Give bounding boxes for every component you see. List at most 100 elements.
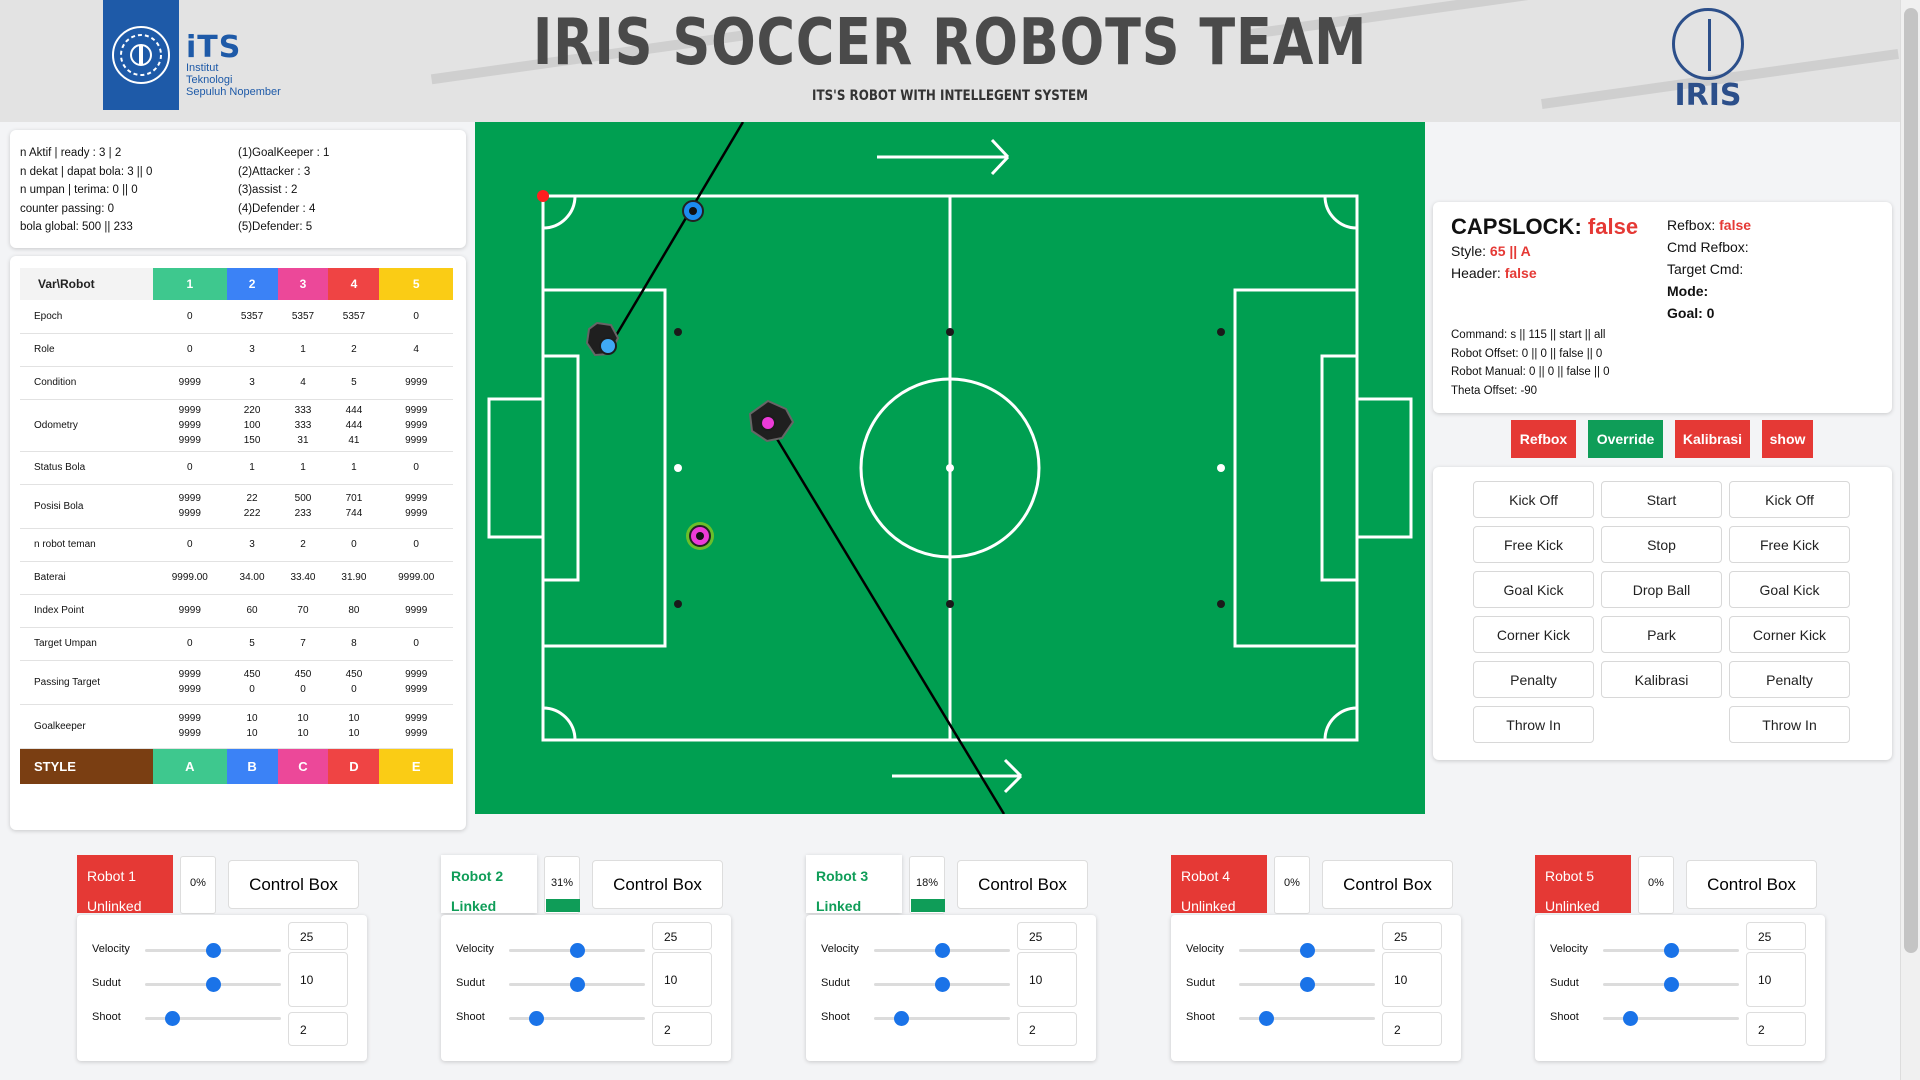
velocity-slider[interactable]: [145, 943, 281, 958]
shoot-slider[interactable]: [1603, 1011, 1739, 1026]
control-box-button[interactable]: Control Box: [1322, 860, 1453, 909]
velocity-slider-handle[interactable]: [1664, 943, 1679, 958]
middle-kalibrasi-button[interactable]: Kalibrasi: [1601, 661, 1722, 698]
its-logo-sub: Sepuluh Nopember: [186, 86, 281, 98]
corner-arc: [542, 195, 577, 230]
shoot-slider[interactable]: [145, 1011, 281, 1026]
control-box-button[interactable]: Control Box: [228, 860, 359, 909]
velocity-input[interactable]: 25: [652, 922, 712, 950]
table-row: Epoch 0 5357 5357 5357 0: [20, 300, 453, 334]
scrollbar-thumb[interactable]: [1904, 8, 1918, 953]
cell-value: 1: [351, 462, 357, 473]
middle-stop-button[interactable]: Stop: [1601, 526, 1722, 563]
sudut-slider[interactable]: [874, 977, 1010, 992]
cell-value: 9999.00: [171, 572, 208, 583]
shoot-input[interactable]: 2: [1017, 1012, 1077, 1046]
table-cell: 10 10: [226, 704, 278, 749]
sudut-slider-handle[interactable]: [1300, 977, 1315, 992]
robot-1-control: Robot 1 Unlinked 0% Control Box Velocity 25 Su…: [77, 855, 367, 1063]
cell-value: 9999: [405, 728, 428, 739]
velocity-input[interactable]: 25: [1746, 922, 1806, 950]
left-kick-off-button[interactable]: Kick Off: [1473, 481, 1594, 518]
page-subtitle: ITS'S ROBOT WITH INTELLEGENT SYSTEM: [812, 88, 1088, 104]
right-penalty-button[interactable]: Penalty: [1729, 661, 1850, 698]
shoot-slider-handle[interactable]: [894, 1011, 910, 1026]
shoot-slider-handle[interactable]: [529, 1011, 545, 1026]
table-cell: 450 0: [277, 660, 329, 705]
sudut-slider-handle[interactable]: [206, 977, 221, 992]
soccer-field[interactable]: [475, 122, 1425, 814]
sudut-label: Sudut: [1550, 977, 1579, 989]
cell-value: 9999: [405, 684, 428, 695]
override-button[interactable]: Override: [1588, 420, 1663, 458]
robot-magenta-icon[interactable]: [748, 399, 795, 443]
sudut-input[interactable]: 10: [288, 952, 348, 1007]
table-header-robot-5: 5: [379, 268, 453, 300]
right-corner-kick-button[interactable]: Corner Kick: [1729, 616, 1850, 653]
middle-drop-ball-button[interactable]: Drop Ball: [1601, 571, 1722, 608]
info-card: n Aktif | ready : 3 | 2 n dekat | dapat b…: [10, 130, 466, 248]
left-corner-kick-button[interactable]: Corner Kick: [1473, 616, 1594, 653]
refbox-button[interactable]: Refbox: [1511, 420, 1576, 458]
sudut-slider[interactable]: [1239, 977, 1375, 992]
sudut-slider[interactable]: [509, 977, 645, 992]
row-label: Role: [20, 333, 153, 367]
shoot-slider[interactable]: [1239, 1011, 1375, 1026]
sudut-slider[interactable]: [145, 977, 281, 992]
sudut-input[interactable]: 10: [1746, 952, 1806, 1007]
velocity-slider[interactable]: [1239, 943, 1375, 958]
control-box-button[interactable]: Control Box: [1686, 860, 1817, 909]
shoot-input[interactable]: 2: [1382, 1012, 1442, 1046]
sudut-slider-handle[interactable]: [1664, 977, 1679, 992]
velocity-input[interactable]: 25: [288, 922, 348, 950]
shoot-slider-handle[interactable]: [1623, 1011, 1639, 1026]
sudut-slider-handle[interactable]: [570, 977, 585, 992]
kalibrasi-button[interactable]: Kalibrasi: [1675, 420, 1750, 458]
middle-park-button[interactable]: Park: [1601, 616, 1722, 653]
sudut-slider-handle[interactable]: [935, 977, 950, 992]
sudut-input[interactable]: 10: [1017, 952, 1077, 1007]
shoot-slider[interactable]: [874, 1011, 1010, 1026]
shoot-slider[interactable]: [509, 1011, 645, 1026]
right-kick-off-button[interactable]: Kick Off: [1729, 481, 1850, 518]
show-button[interactable]: show: [1762, 420, 1813, 458]
sudut-slider[interactable]: [1603, 977, 1739, 992]
table-cell: 3: [226, 528, 278, 562]
control-box-button[interactable]: Control Box: [592, 860, 723, 909]
left-throw-in-button[interactable]: Throw In: [1473, 706, 1594, 743]
velocity-input[interactable]: 25: [1017, 922, 1077, 950]
velocity-slider-handle[interactable]: [1300, 943, 1315, 958]
sudut-input[interactable]: 10: [1382, 952, 1442, 1007]
table-cell: 0: [379, 451, 453, 485]
mode-label: Mode:: [1667, 283, 1709, 299]
velocity-slider[interactable]: [1603, 943, 1739, 958]
velocity-slider-handle[interactable]: [570, 943, 585, 958]
velocity-slider[interactable]: [874, 943, 1010, 958]
capslock-value: false: [1587, 214, 1639, 239]
shoot-slider-handle[interactable]: [165, 1011, 181, 1026]
shoot-input[interactable]: 2: [288, 1012, 348, 1046]
velocity-input[interactable]: 25: [1382, 922, 1442, 950]
shoot-input[interactable]: 2: [652, 1012, 712, 1046]
velocity-slider-handle[interactable]: [206, 943, 221, 958]
left-penalty-button[interactable]: Penalty: [1473, 661, 1594, 698]
sudut-input[interactable]: 10: [652, 952, 712, 1007]
cell-value: 9999: [405, 419, 428, 431]
left-free-kick-button[interactable]: Free Kick: [1473, 526, 1594, 563]
table-cell: 444 444 41: [328, 399, 380, 452]
right-goal-kick-button[interactable]: Goal Kick: [1729, 571, 1850, 608]
table-cell: 9999: [379, 594, 453, 628]
shoot-slider-handle[interactable]: [1259, 1011, 1275, 1026]
shoot-input[interactable]: 2: [1746, 1012, 1806, 1046]
cell-value: 10: [348, 728, 360, 739]
middle-start-button[interactable]: Start: [1601, 481, 1722, 518]
velocity-slider[interactable]: [509, 943, 645, 958]
right-free-kick-button[interactable]: Free Kick: [1729, 526, 1850, 563]
velocity-slider-handle[interactable]: [935, 943, 950, 958]
left-goal-kick-button[interactable]: Goal Kick: [1473, 571, 1594, 608]
control-box-button[interactable]: Control Box: [957, 860, 1088, 909]
right-throw-in-button[interactable]: Throw In: [1729, 706, 1850, 743]
scrollbar[interactable]: [1900, 0, 1920, 1080]
robot-status: Robot 4 Unlinked: [1171, 855, 1267, 914]
robot-blue-icon[interactable]: [585, 321, 620, 357]
